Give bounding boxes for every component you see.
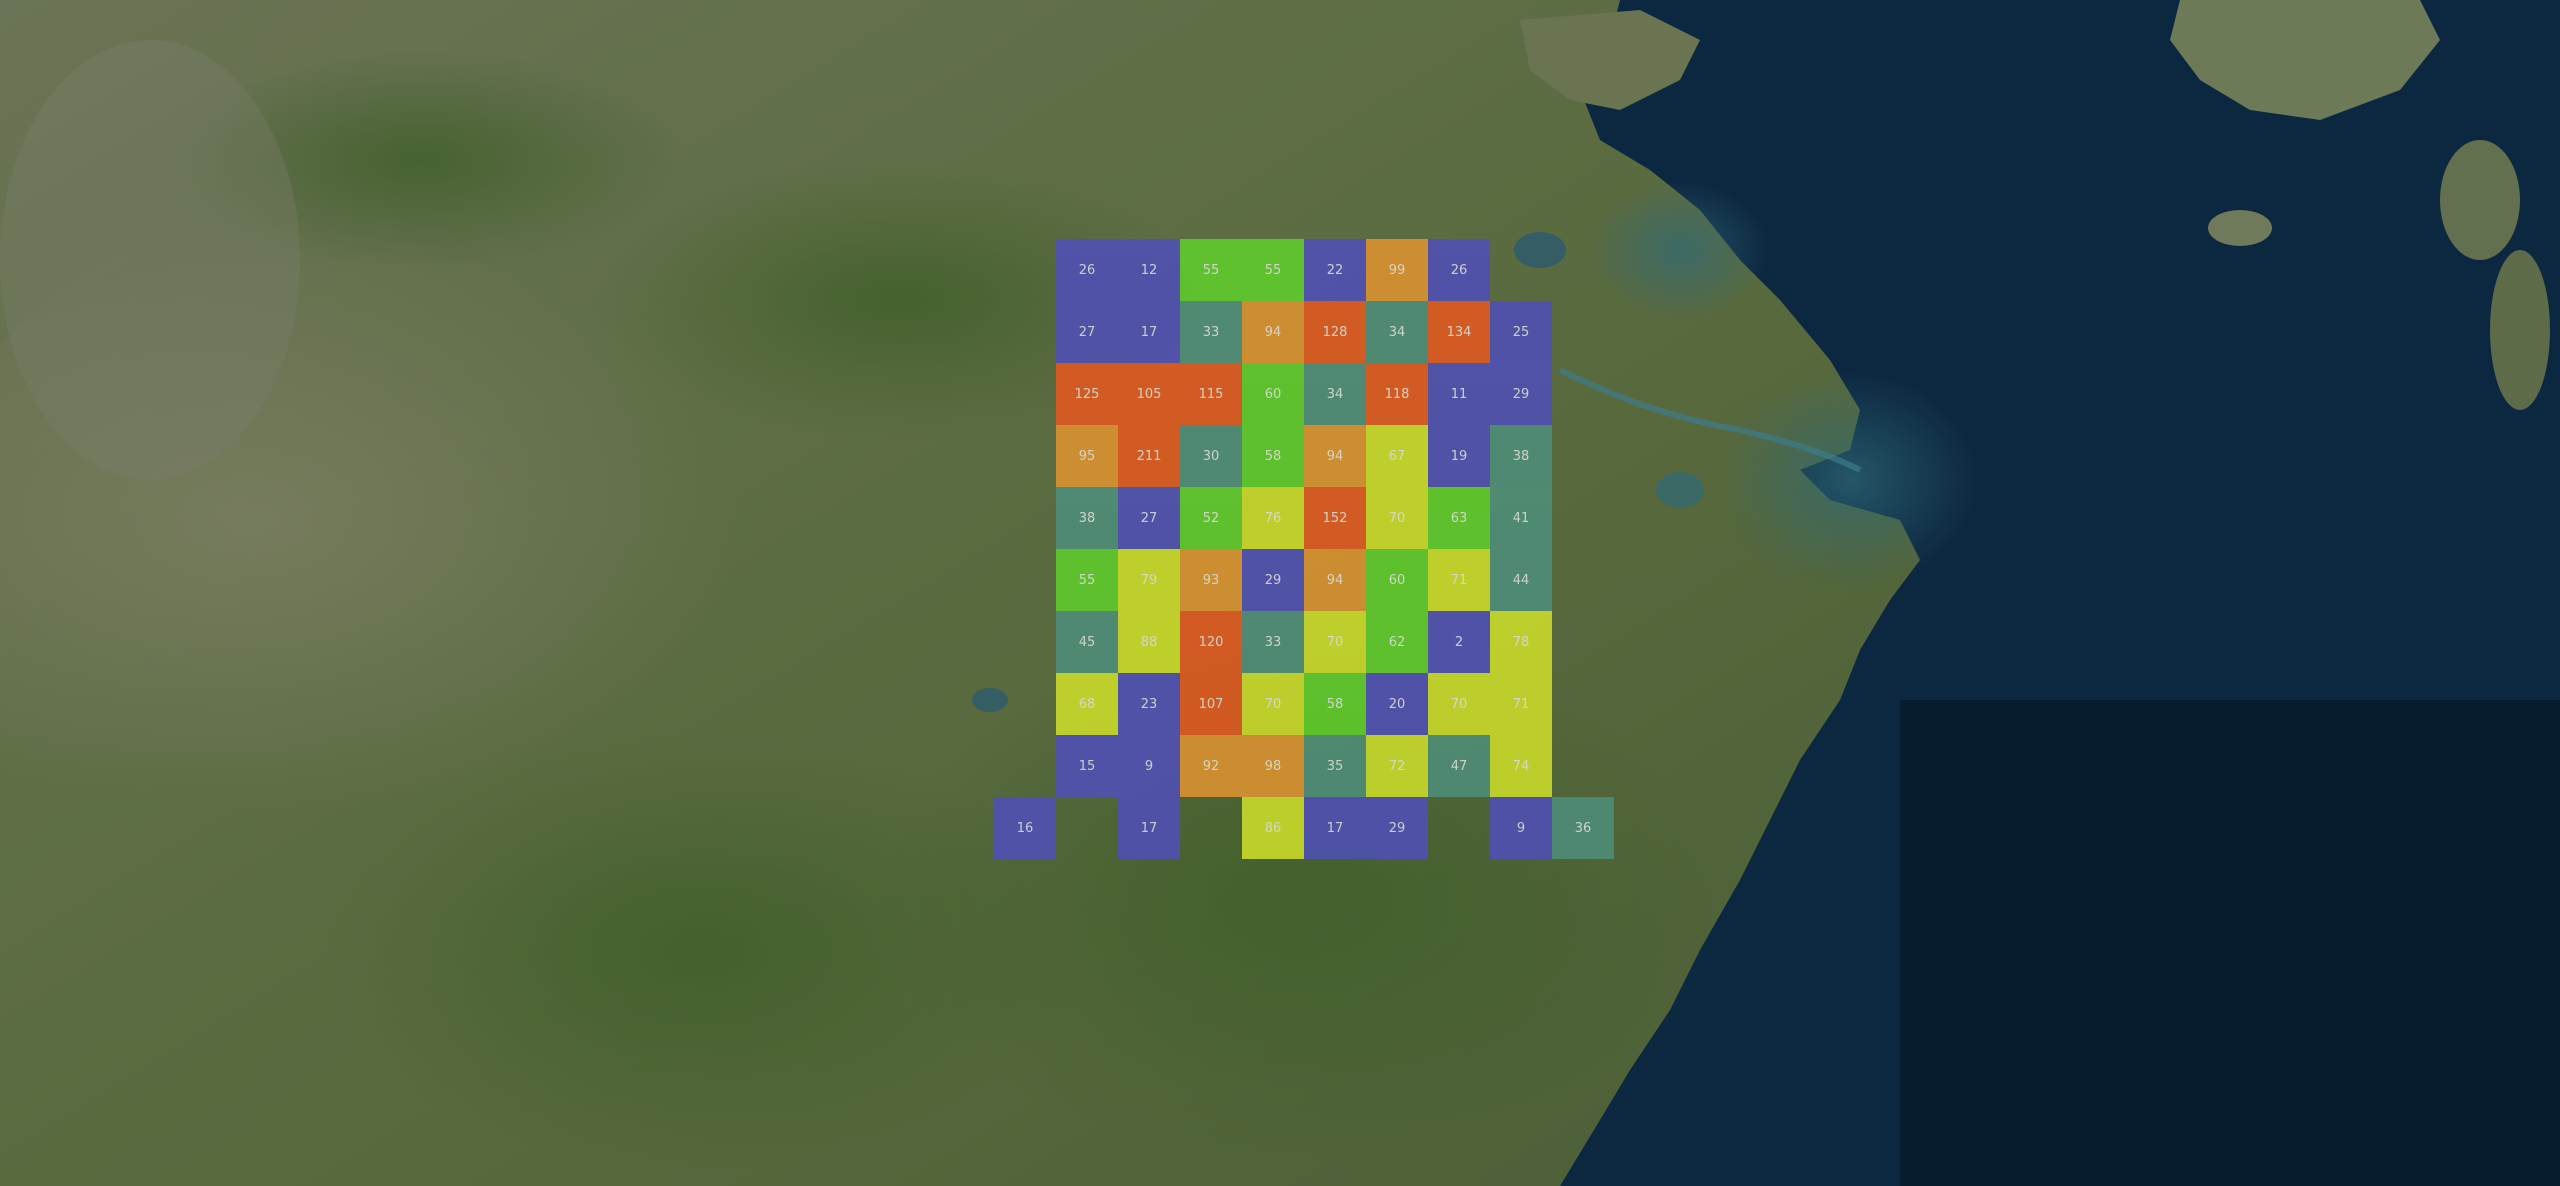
grid-cell[interactable]: 63 xyxy=(1428,487,1490,549)
grid-cell[interactable]: 62 xyxy=(1366,611,1428,673)
grid-cell[interactable]: 26 xyxy=(1056,239,1118,301)
grid-cell[interactable]: 30 xyxy=(1180,425,1242,487)
grid-cell[interactable]: 79 xyxy=(1118,549,1180,611)
grid-cell[interactable]: 94 xyxy=(1242,301,1304,363)
grid-cell[interactable]: 60 xyxy=(1242,363,1304,425)
grid-cell[interactable]: 44 xyxy=(1490,549,1552,611)
grid-cell[interactable]: 211 xyxy=(1118,425,1180,487)
grid-cell[interactable]: 15 xyxy=(1056,735,1118,797)
grid-cell[interactable]: 45 xyxy=(1056,611,1118,673)
grid-cell[interactable]: 41 xyxy=(1490,487,1552,549)
grid-cell[interactable]: 19 xyxy=(1428,425,1490,487)
grid-cell[interactable]: 76 xyxy=(1242,487,1304,549)
grid-cell[interactable]: 71 xyxy=(1490,673,1552,735)
grid-cell[interactable]: 58 xyxy=(1304,673,1366,735)
grid-cell[interactable]: 34 xyxy=(1304,363,1366,425)
grid-cell[interactable]: 9 xyxy=(1490,797,1552,859)
grid-cell[interactable]: 16 xyxy=(994,797,1056,859)
grid-cell[interactable]: 55 xyxy=(1180,239,1242,301)
grid-cell[interactable]: 70 xyxy=(1428,673,1490,735)
grid-cell[interactable]: 72 xyxy=(1366,735,1428,797)
grid-cell[interactable]: 67 xyxy=(1366,425,1428,487)
grid-cell[interactable]: 105 xyxy=(1118,363,1180,425)
grid-cell[interactable]: 70 xyxy=(1242,673,1304,735)
grid-cell[interactable]: 71 xyxy=(1428,549,1490,611)
grid-cell[interactable]: 38 xyxy=(1490,425,1552,487)
grid-cell[interactable]: 125 xyxy=(1056,363,1118,425)
grid-cell[interactable]: 17 xyxy=(1118,797,1180,859)
grid-cell[interactable]: 152 xyxy=(1304,487,1366,549)
grid-cell[interactable]: 20 xyxy=(1366,673,1428,735)
grid-cell[interactable]: 88 xyxy=(1118,611,1180,673)
grid-cell[interactable]: 86 xyxy=(1242,797,1304,859)
grid-cell[interactable]: 34 xyxy=(1366,301,1428,363)
grid-cell[interactable]: 33 xyxy=(1242,611,1304,673)
grid-cell[interactable]: 107 xyxy=(1180,673,1242,735)
grid-cell[interactable]: 92 xyxy=(1180,735,1242,797)
grid-cell[interactable]: 47 xyxy=(1428,735,1490,797)
grid-cell[interactable]: 94 xyxy=(1304,549,1366,611)
grid-cell[interactable]: 128 xyxy=(1304,301,1366,363)
grid-cell[interactable]: 9 xyxy=(1118,735,1180,797)
grid-cell[interactable]: 29 xyxy=(1366,797,1428,859)
grid-cell[interactable]: 11 xyxy=(1428,363,1490,425)
grid-cell[interactable]: 118 xyxy=(1366,363,1428,425)
grid-cell[interactable]: 55 xyxy=(1056,549,1118,611)
grid-cell[interactable]: 33 xyxy=(1180,301,1242,363)
grid-cell[interactable]: 70 xyxy=(1366,487,1428,549)
grid-cell[interactable]: 55 xyxy=(1242,239,1304,301)
grid-cell[interactable]: 95 xyxy=(1056,425,1118,487)
grid-cell[interactable]: 78 xyxy=(1490,611,1552,673)
grid-cell[interactable]: 2 xyxy=(1428,611,1490,673)
grid-cell[interactable]: 36 xyxy=(1552,797,1614,859)
grid-cell[interactable]: 74 xyxy=(1490,735,1552,797)
grid-cell[interactable]: 99 xyxy=(1366,239,1428,301)
grid-cell[interactable]: 134 xyxy=(1428,301,1490,363)
grid-cell[interactable]: 23 xyxy=(1118,673,1180,735)
grid-cell[interactable]: 120 xyxy=(1180,611,1242,673)
grid-cell[interactable]: 58 xyxy=(1242,425,1304,487)
grid-cell[interactable]: 29 xyxy=(1490,363,1552,425)
grid-cell[interactable]: 93 xyxy=(1180,549,1242,611)
grid-cell[interactable]: 35 xyxy=(1304,735,1366,797)
grid-cell[interactable]: 52 xyxy=(1180,487,1242,549)
grid-cell[interactable]: 25 xyxy=(1490,301,1552,363)
grid-cell[interactable]: 115 xyxy=(1180,363,1242,425)
grid-cell[interactable]: 17 xyxy=(1304,797,1366,859)
grid-cell[interactable]: 22 xyxy=(1304,239,1366,301)
grid-cell[interactable]: 98 xyxy=(1242,735,1304,797)
grid-cell[interactable]: 27 xyxy=(1118,487,1180,549)
grid-cell[interactable]: 12 xyxy=(1118,239,1180,301)
grid-cell[interactable]: 38 xyxy=(1056,487,1118,549)
grid-cell[interactable]: 70 xyxy=(1304,611,1366,673)
grid-cell[interactable]: 17 xyxy=(1118,301,1180,363)
grid-cell[interactable]: 27 xyxy=(1056,301,1118,363)
grid-cell[interactable]: 68 xyxy=(1056,673,1118,735)
grid-cell[interactable]: 29 xyxy=(1242,549,1304,611)
grid-cell[interactable]: 94 xyxy=(1304,425,1366,487)
grid-cell[interactable]: 26 xyxy=(1428,239,1490,301)
grid-cell[interactable]: 60 xyxy=(1366,549,1428,611)
